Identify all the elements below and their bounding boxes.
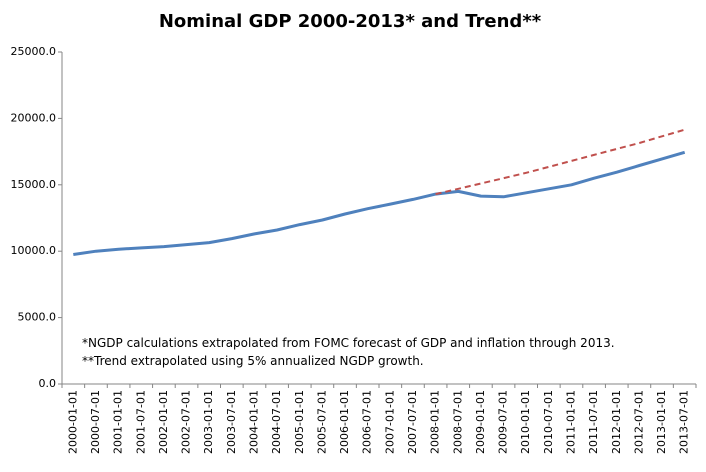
series-line <box>73 150 686 256</box>
x-tick-label: 2010-07-01 <box>542 390 555 454</box>
x-tick-label: 2006-07-01 <box>361 390 374 454</box>
y-tick-label: 25000.0 <box>11 45 57 58</box>
x-tick-label: 2004-01-01 <box>247 390 260 454</box>
y-tick-label: 20000.0 <box>11 111 57 124</box>
x-tick-label: 2004-07-01 <box>270 390 283 454</box>
x-tick-label: 2001-01-01 <box>112 390 125 454</box>
series-line <box>435 128 685 196</box>
x-tick-label: 2002-07-01 <box>180 390 193 454</box>
x-tick-label: 2010-01-01 <box>519 390 532 454</box>
x-tick-label: 2008-01-01 <box>429 390 442 454</box>
x-tick-label: 2011-01-01 <box>564 390 577 454</box>
annotation: *NGDP calculations extrapolated from FOM… <box>82 336 615 350</box>
x-tick-label: 2011-07-01 <box>587 390 600 454</box>
y-tick-label: 10000.0 <box>11 244 57 257</box>
x-tick-label: 2008-07-01 <box>451 390 464 454</box>
x-tick-label: 2013-01-01 <box>655 390 668 454</box>
chart-title: Nominal GDP 2000-2013* and Trend** <box>159 11 542 32</box>
x-tick-label: 2007-01-01 <box>383 390 396 454</box>
x-tick-label: 2001-07-01 <box>134 390 147 454</box>
x-tick-label: 2003-01-01 <box>202 390 215 454</box>
y-tick-label: 0.0 <box>39 377 57 390</box>
x-tick-label: 2000-01-01 <box>66 390 79 454</box>
x-tick-label: 2002-01-01 <box>157 390 170 454</box>
x-tick-label: 2013-07-01 <box>678 390 691 454</box>
x-tick-label: 2006-01-01 <box>338 390 351 454</box>
y-tick-label: 5000.0 <box>18 311 57 324</box>
x-tick-label: 2012-07-01 <box>632 390 645 454</box>
x-tick-label: 2005-07-01 <box>315 390 328 454</box>
x-tick-label: 2009-07-01 <box>497 390 510 454</box>
x-tick-label: 2009-01-01 <box>474 390 487 454</box>
x-tick-label: 2005-01-01 <box>293 390 306 454</box>
x-tick-label: 2000-07-01 <box>89 390 102 454</box>
x-tick-label: 2007-07-01 <box>406 390 419 454</box>
x-tick-label: 2003-07-01 <box>225 390 238 454</box>
y-tick-label: 15000.0 <box>11 178 57 191</box>
x-tick-label: 2012-01-01 <box>610 390 623 454</box>
annotation: **Trend extrapolated using 5% annualized… <box>82 354 424 368</box>
